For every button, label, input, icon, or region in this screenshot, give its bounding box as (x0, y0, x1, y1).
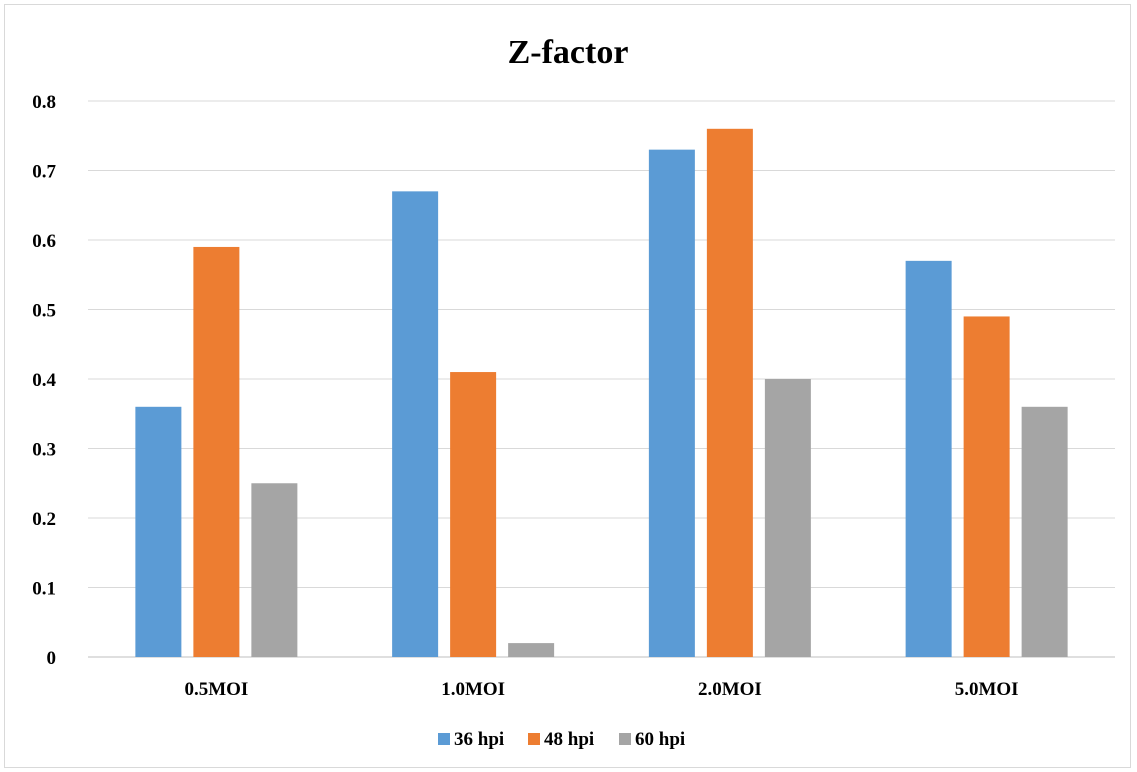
chart-title: Z-factor (508, 34, 629, 71)
bar-36-hpi-1.0MOI (392, 191, 439, 657)
bars (135, 128, 1068, 658)
bar-60-hpi-1.0MOI (508, 643, 555, 657)
bar-48-hpi-2.0MOI (706, 128, 753, 658)
bar-60-hpi-2.0MOI (764, 379, 811, 657)
grid-lines (88, 100, 1115, 658)
bar-48-hpi-5.0MOI (963, 316, 1010, 657)
y-axis-ticks: 0 0.1 0.2 0.3 0.4 0.5 0.6 0.7 0.8 (32, 92, 56, 669)
legend-swatch (438, 733, 450, 745)
bar-60-hpi-5.0MOI (1021, 406, 1068, 657)
legend-swatch (528, 733, 540, 745)
x-category-label: 2.0MOI (698, 679, 762, 700)
y-tick-label: 0.3 (32, 440, 56, 461)
legend-label: 60 hpi (635, 729, 685, 750)
legend-swatch (619, 733, 631, 745)
x-category-label: 1.0MOI (441, 679, 505, 700)
y-tick-label: 0.2 (32, 509, 56, 530)
x-category-label: 5.0MOI (955, 679, 1019, 700)
bar-48-hpi-1.0MOI (450, 372, 497, 657)
bar-36-hpi-2.0MOI (648, 149, 695, 657)
legend-label: 48 hpi (544, 729, 594, 750)
legend-label: 36 hpi (454, 729, 504, 750)
y-tick-label: 0.7 (32, 162, 56, 183)
x-category-label: 0.5MOI (184, 679, 248, 700)
bar-60-hpi-0.5MOI (251, 483, 298, 657)
y-tick-label: 0.4 (32, 370, 56, 391)
y-tick-label: 0.8 (32, 92, 56, 113)
y-tick-label: 0 (47, 648, 57, 669)
bar-36-hpi-0.5MOI (135, 406, 182, 657)
bar-48-hpi-0.5MOI (193, 246, 240, 657)
y-tick-label: 0.5 (32, 301, 56, 322)
y-tick-label: 0.1 (32, 579, 56, 600)
x-axis-categories: 0.5MOI 1.0MOI 2.0MOI 5.0MOI (184, 679, 1018, 700)
bar-36-hpi-5.0MOI (905, 260, 952, 657)
y-tick-label: 0.6 (32, 231, 56, 252)
legend: 36 hpi 48 hpi 60 hpi (438, 729, 685, 750)
